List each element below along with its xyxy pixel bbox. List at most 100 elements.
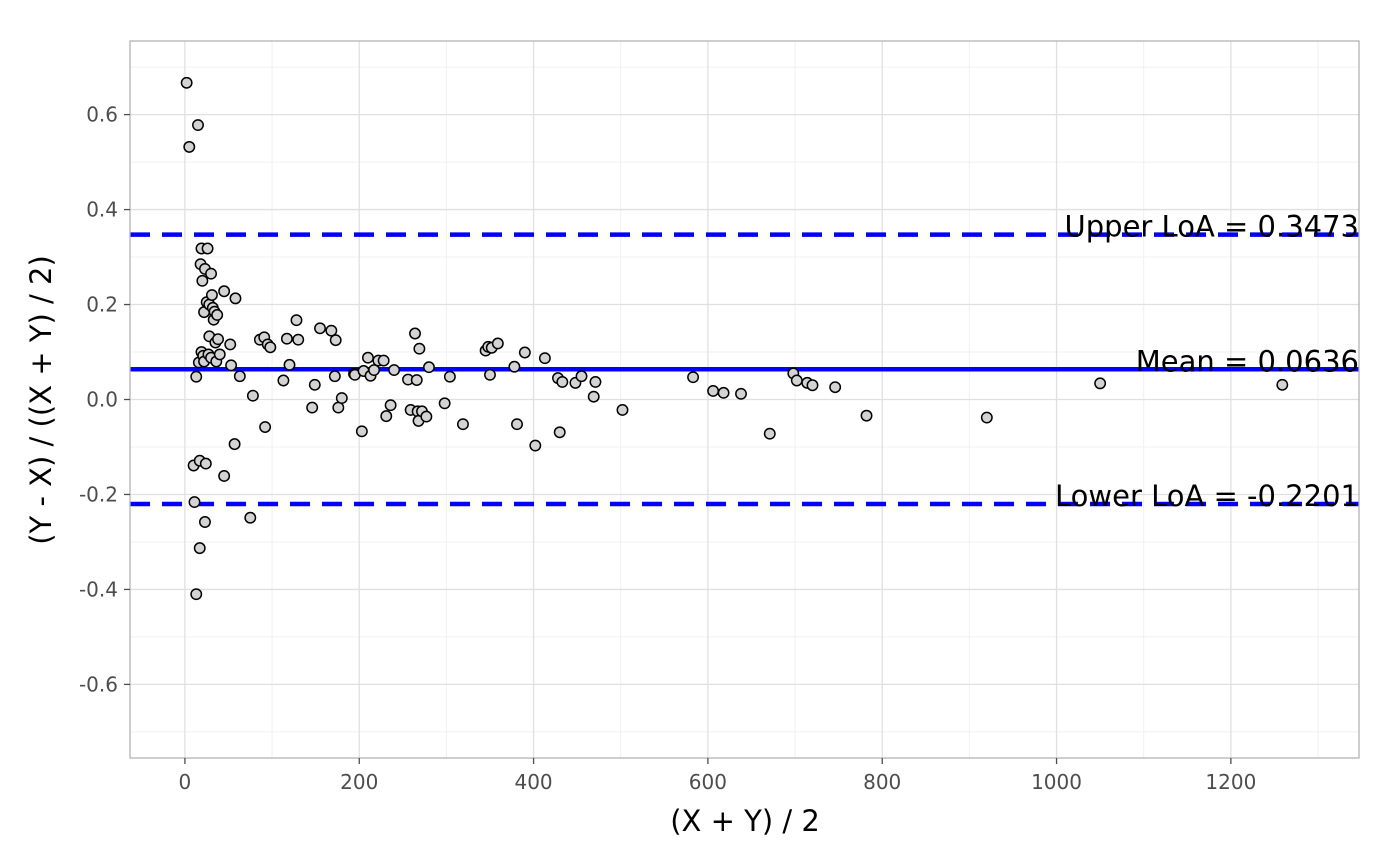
data-point (306, 401, 319, 414)
data-point (264, 341, 277, 354)
data-point (314, 322, 326, 335)
data-point (556, 375, 569, 388)
data-point (763, 427, 776, 440)
data-point (860, 409, 873, 422)
data-point (246, 389, 259, 402)
x-tick-label: 200 (340, 770, 378, 794)
data-point (616, 403, 629, 416)
data-point (325, 324, 338, 337)
y-tick-label: 0.4 (86, 198, 118, 222)
data-point (980, 411, 993, 424)
data-point (188, 496, 201, 509)
data-point (511, 418, 523, 431)
data-point (244, 511, 257, 524)
data-point (196, 274, 209, 287)
data-point (283, 358, 296, 371)
y-tick-label: 0.2 (86, 293, 118, 317)
data-point (553, 426, 566, 439)
data-point (410, 374, 423, 386)
data-point (575, 370, 588, 383)
reference-lines (130, 232, 1359, 507)
data-point (218, 469, 231, 482)
data-point (409, 327, 421, 340)
lower-loa-label: Lower LoA = -0.2201 (1055, 479, 1359, 513)
y-axis-title: (Y - X) / ((X + Y) / 2) (24, 255, 58, 545)
data-point (199, 457, 212, 470)
y-axis-ticks: -0.6 -0.4 -0.2 0.0 0.2 0.4 0.6 (79, 103, 130, 696)
data-point (328, 370, 341, 383)
data-point (438, 397, 451, 410)
data-point (201, 242, 214, 255)
data-point (735, 387, 747, 400)
data-point (518, 346, 531, 359)
x-tick-label: 1200 (1205, 770, 1256, 794)
data-point (587, 390, 600, 403)
data-point (190, 370, 203, 383)
data-point (228, 438, 241, 451)
data-point (384, 399, 397, 412)
x-tick-label: 400 (514, 770, 552, 794)
data-point (290, 314, 303, 327)
data-point (1276, 378, 1289, 391)
data-point (707, 385, 720, 397)
data-point (259, 421, 272, 433)
data-point (491, 337, 504, 350)
x-tick-label: 800 (863, 770, 901, 794)
data-point (362, 351, 374, 364)
upper-loa-label: Upper LoA = 0.3473 (1065, 210, 1359, 244)
y-tick-label: -0.4 (79, 577, 118, 601)
x-axis-title: (X + Y) / 2 (670, 804, 820, 838)
data-point (225, 359, 238, 372)
data-point (292, 333, 305, 346)
major-gridlines (130, 41, 1359, 758)
reference-line-labels: Upper LoA = 0.3473 Mean = 0.0636 Lower LoA… (1055, 210, 1359, 513)
mean-label: Mean = 0.0636 (1136, 344, 1359, 378)
data-point (380, 410, 393, 423)
data-point (205, 267, 218, 280)
data-point (308, 378, 321, 391)
data-point (190, 588, 203, 601)
data-point (508, 360, 521, 373)
data-point (413, 342, 426, 355)
data-point (443, 370, 456, 383)
data-point (388, 364, 401, 377)
data-point (806, 379, 819, 392)
data-point (368, 364, 381, 377)
data-point (192, 119, 204, 131)
data-point (538, 352, 551, 365)
data-point (211, 309, 224, 321)
y-tick-label: -0.6 (79, 672, 118, 696)
data-point (589, 375, 602, 388)
data-point (199, 516, 211, 528)
data-point (277, 374, 290, 387)
data-point (484, 368, 496, 381)
data-point (529, 439, 542, 452)
x-tick-label: 1000 (1031, 770, 1082, 794)
data-point (224, 338, 237, 351)
data-point (193, 542, 206, 555)
data-point (457, 418, 469, 431)
data-point (183, 140, 196, 153)
x-tick-label: 0 (179, 770, 192, 794)
x-axis-ticks: 0 200 400 600 800 1000 1200 (179, 758, 1256, 794)
data-point (420, 410, 433, 423)
x-tick-label: 600 (689, 770, 727, 794)
data-point (335, 392, 348, 405)
data-point (205, 289, 218, 301)
data-point (377, 354, 390, 367)
data-point (355, 425, 368, 438)
data-point (229, 292, 242, 305)
data-point (212, 333, 224, 346)
data-point (1094, 377, 1107, 390)
data-point (717, 386, 730, 399)
y-tick-label: -0.2 (79, 482, 118, 506)
y-tick-label: 0.0 (86, 388, 118, 412)
data-point (829, 381, 842, 394)
data-point (329, 334, 342, 347)
data-point (213, 348, 226, 361)
y-tick-label: 0.6 (86, 103, 118, 127)
data-point (218, 285, 231, 298)
data-point (423, 361, 435, 374)
data-point (233, 370, 246, 383)
